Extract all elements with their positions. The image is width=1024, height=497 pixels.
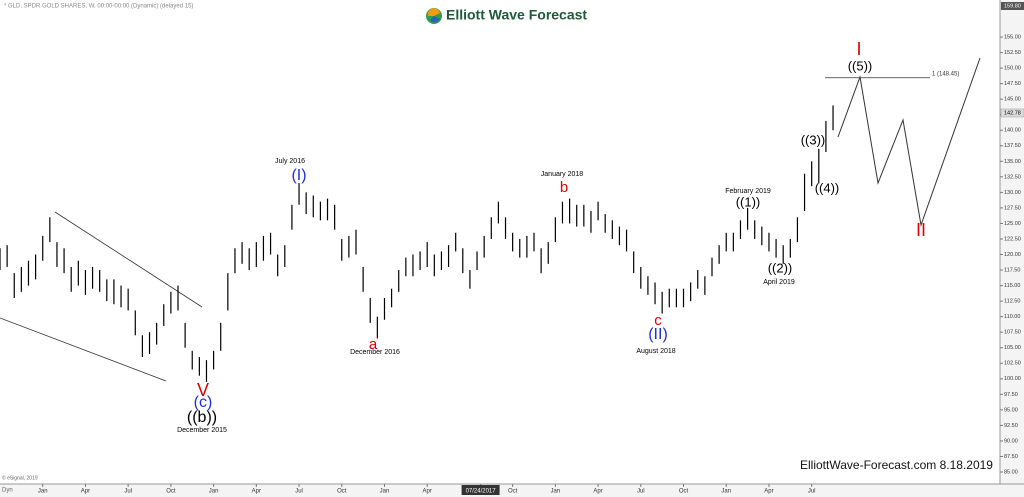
mode: Dyn (2, 488, 13, 494)
y-tick-label: 145.00 (1004, 97, 1021, 103)
y-tick-label: 135.00 (1004, 159, 1021, 165)
wave-label: ((5)) (848, 58, 873, 73)
x-tick-label: Oct (166, 489, 176, 495)
wave-label: (c) (194, 394, 213, 411)
wave-label: ((b)) (187, 409, 217, 426)
y-tick-label: 100.00 (1004, 376, 1021, 382)
x-tick-highlight (461, 485, 500, 495)
last-price-box (1000, 108, 1024, 118)
wave-label: (II) (648, 326, 668, 343)
wave-label: December 2016 (350, 349, 400, 356)
x-tick-label: Oct (508, 489, 518, 495)
y-tick-label: 92.50 (1004, 423, 1018, 429)
x-tick-label: Jan (551, 489, 561, 495)
price-axis-panel (1000, 0, 1024, 484)
x-tick-label: Jul (295, 489, 303, 495)
projection-path (837, 57, 981, 227)
wave-label: August 2018 (636, 348, 675, 355)
wave-label: February 2019 (725, 188, 771, 195)
wave-label: April 2019 (763, 279, 795, 286)
x-tick-label: Jan (209, 489, 219, 495)
y-tick-label: 112.50 (1004, 299, 1020, 305)
y-tick-label: 90.00 (1004, 438, 1018, 444)
wave-label: b (560, 179, 568, 196)
x-tick-label: Jul (637, 489, 645, 495)
y-tick-label: 125.00 (1004, 221, 1021, 227)
y-tick-label: 110.00 (1004, 314, 1020, 320)
y-tick-label: 105.00 (1004, 345, 1021, 351)
copyright: © eSignal, 2019 (2, 474, 38, 481)
x-tick-label: 07/24/2017 (466, 489, 497, 495)
y-tick-label: 95.00 (1004, 407, 1018, 413)
time-axis-panel (0, 484, 1024, 497)
logo: Elliott Wave Forecast (426, 7, 587, 24)
wave-label: a (369, 336, 378, 353)
x-tick-label: Apr (423, 489, 432, 495)
wave-label: ((4)) (815, 180, 840, 195)
wave-label: ((1)) (736, 194, 761, 209)
wave-label: I (856, 39, 861, 59)
y-tick-label: 130.00 (1004, 190, 1021, 196)
last-price-label: 142.78 (1004, 110, 1021, 116)
axis-top-label: 159.80 (1004, 3, 1021, 9)
x-tick-label: Jul (124, 489, 132, 495)
logo-text: Elliott Wave Forecast (446, 7, 587, 23)
y-tick-label: 155.00 (1004, 34, 1021, 40)
wave-label: ((2)) (768, 260, 793, 275)
y-tick-label: 140.00 (1004, 128, 1021, 134)
y-tick-label: 115.00 (1004, 283, 1020, 289)
wave-label: July 2016 (275, 158, 305, 165)
wave-label: c (654, 312, 662, 329)
y-tick-label: 147.50 (1004, 81, 1021, 87)
y-tick-label: 107.50 (1004, 330, 1021, 336)
wave-label: II (916, 220, 926, 240)
logo-icon-part (427, 8, 440, 16)
x-tick-label: Jan (721, 489, 731, 495)
y-tick-label: 85.00 (1004, 469, 1018, 475)
wave-label: December 2015 (177, 427, 227, 434)
fib-level-label: 1 (148.45) (932, 71, 959, 77)
x-tick-label: Jul (808, 489, 816, 495)
x-tick-label: Apr (81, 489, 90, 495)
symbol-info: * GLD, SPDR GOLD SHARES, W, 00:00-00:00 … (4, 4, 193, 10)
y-tick-label: 150.00 (1004, 66, 1021, 72)
axis-top-box (1001, 2, 1024, 10)
y-tick-label: 152.50 (1004, 50, 1021, 56)
logo-icon-part (430, 16, 440, 23)
y-tick-label: 87.50 (1004, 454, 1018, 460)
wave-label: V (197, 380, 209, 400)
footer: ElliottWave-Forecast.com 8.18.2019 (800, 458, 993, 472)
y-tick-label: 97.50 (1004, 392, 1018, 398)
x-tick-label: Apr (764, 489, 773, 495)
x-tick-label: Jan (380, 489, 390, 495)
y-tick-label: 117.50 (1004, 268, 1020, 274)
y-tick-label: 137.50 (1004, 143, 1021, 149)
x-tick-label: Apr (252, 489, 261, 495)
x-tick-label: Jan (38, 489, 48, 495)
x-tick-label: Oct (679, 489, 689, 495)
x-tick-label: Oct (337, 489, 347, 495)
wave-label: (I) (291, 167, 306, 184)
y-tick-label: 120.00 (1004, 252, 1021, 258)
x-tick-label: Apr (593, 489, 602, 495)
y-tick-label: 127.50 (1004, 205, 1021, 211)
y-tick-label: 132.50 (1004, 174, 1021, 180)
wave-label: ((3)) (801, 132, 826, 147)
y-tick-label: 122.50 (1004, 236, 1021, 242)
wave-label: January 2018 (541, 171, 584, 178)
trendline (0, 317, 167, 382)
y-tick-label: 102.50 (1004, 361, 1021, 367)
